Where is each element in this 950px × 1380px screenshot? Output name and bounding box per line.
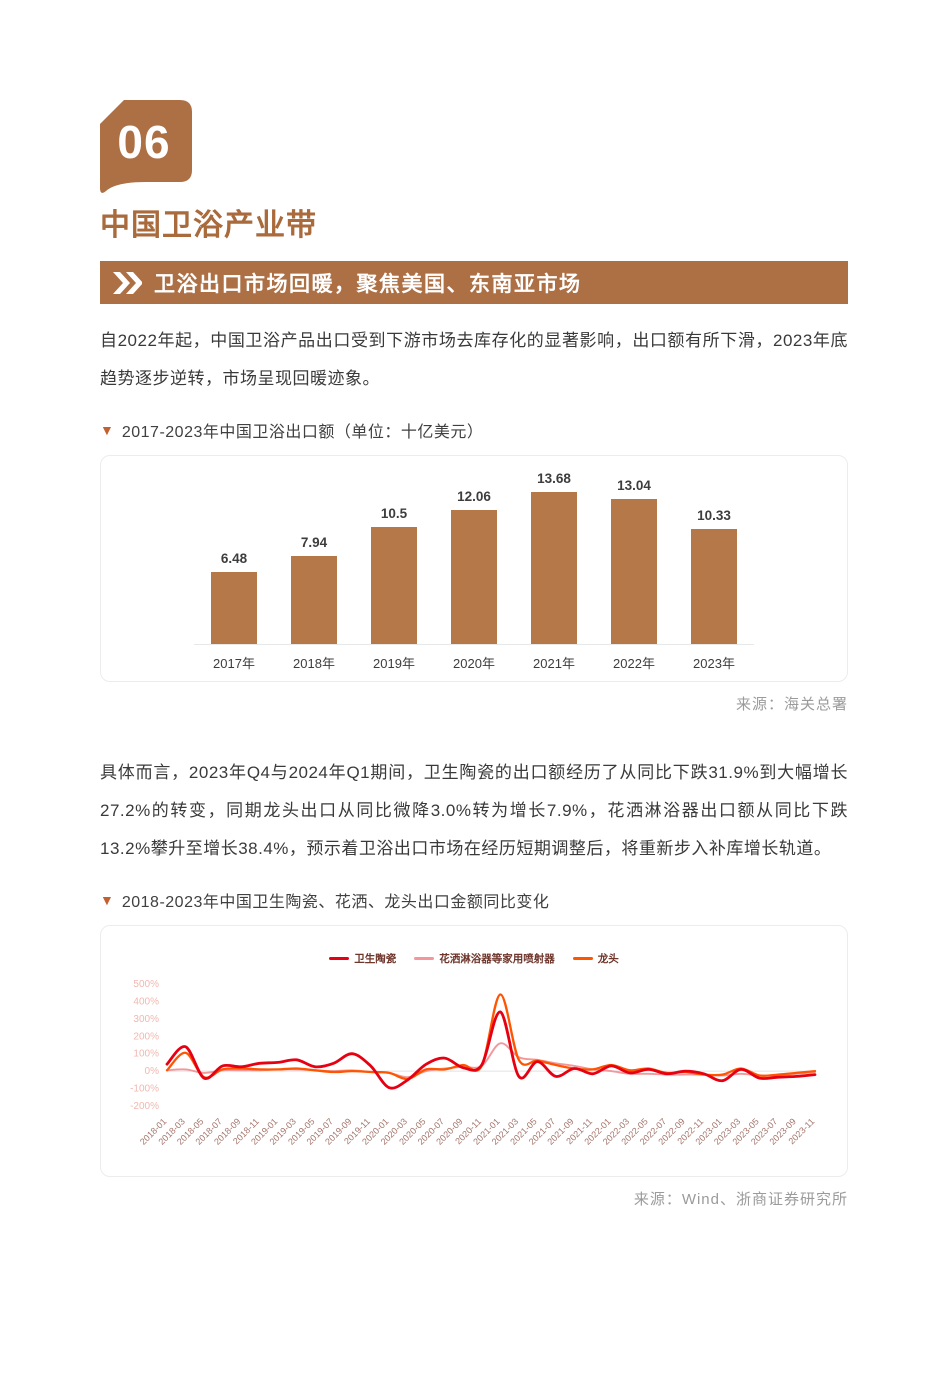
bar: [691, 529, 737, 644]
bar-category-label: 2020年: [453, 656, 495, 671]
legend-label: 龙头: [597, 952, 619, 965]
bar: [371, 527, 417, 644]
bar-value-label: 10.33: [697, 508, 731, 523]
y-tick-label: 0%: [145, 1066, 160, 1077]
bar-column: 6.48: [194, 551, 274, 644]
chart1-source: 来源：海关总署: [735, 696, 848, 713]
line-chart-card: 卫生陶瓷 花洒淋浴器等家用喷射器 龙头 500% 400% 300% 200% 100% 0%…: [100, 925, 848, 1177]
bar-category-label: 2018年: [293, 656, 335, 671]
bar-chart-card: 6.48 7.94 10.5 12.06 13.68 13.04 10.33 2017年 20…: [100, 455, 848, 682]
bar-category-label: 2021年: [533, 656, 575, 671]
bar: [611, 499, 657, 644]
chart2-source: 来源：Wind、浙商证券研究所: [633, 1191, 848, 1208]
bar: [291, 556, 337, 644]
line-chart: 500%400%300%200%100%0%-100%-200%2018-012…: [130, 979, 817, 1147]
y-tick-label: 300%: [133, 1014, 159, 1025]
bar-value-label: 13.04: [617, 478, 651, 493]
caption-triangle-icon: ▼: [100, 892, 114, 908]
legend-swatch: [572, 956, 593, 960]
bar-chart-plot: 6.48 7.94 10.5 12.06 13.68 13.04 10.33 2017年 20…: [194, 470, 754, 672]
bar: [211, 572, 257, 644]
section-number: 06: [117, 116, 171, 168]
chart2-caption: ▼ 2018-2023年中国卫生陶瓷、花洒、龙头出口金额同比变化: [100, 888, 848, 912]
bar-column: 13.68: [514, 471, 594, 644]
badge-shape-icon: [100, 100, 192, 193]
line-chart-legend: 卫生陶瓷 花洒淋浴器等家用喷射器 龙头: [101, 950, 847, 966]
paragraph-2: 具体而言，2023年Q4与2024年Q1期间，卫生陶瓷的出口额经历了从同比下跌3…: [100, 763, 848, 858]
bar-column: 10.5: [354, 506, 434, 644]
bar-chart-baseline: [194, 644, 754, 645]
y-tick-label: 200%: [133, 1031, 159, 1042]
y-tick-label: -100%: [130, 1084, 159, 1095]
legend-swatch: [414, 956, 435, 960]
paragraph-1: 自2022年起，中国卫浴产品出口受到下游市场去库存化的显著影响，出口额有所下滑，…: [100, 331, 848, 388]
legend-item: 龙头: [572, 951, 619, 966]
series-line-0: [165, 1010, 817, 1090]
bar-value-label: 12.06: [457, 489, 491, 504]
legend-label: 花洒淋浴器等家用喷射器: [439, 952, 555, 965]
y-tick-label: 400%: [133, 996, 159, 1007]
legend-item: 花洒淋浴器等家用喷射器: [414, 951, 555, 966]
bar-chart-categories: 2017年 2018年 2019年 2020年 2021年 2022年 2023年: [194, 653, 754, 672]
y-tick-label: -200%: [130, 1101, 159, 1112]
chart2-caption-text: 2018-2023年中国卫生陶瓷、花洒、龙头出口金额同比变化: [121, 894, 550, 911]
bar-column: 7.94: [274, 535, 354, 644]
bar-category-label: 2019年: [373, 656, 415, 671]
series-line-1: [166, 1042, 816, 1079]
chart1-caption: ▼ 2017-2023年中国卫浴出口额（单位：十亿美元）: [100, 418, 848, 442]
legend-swatch: [329, 956, 350, 960]
caption-triangle-icon: ▼: [100, 422, 114, 438]
banner-title: 卫浴出口市场回暖，聚焦美国、东南亚市场: [154, 272, 582, 296]
bar-value-label: 13.68: [537, 471, 571, 486]
bar: [451, 510, 497, 644]
bar-column: 13.04: [594, 478, 674, 644]
y-tick-label: 500%: [133, 979, 159, 990]
bar: [531, 492, 577, 644]
bar-column: 10.33: [674, 508, 754, 644]
bar-category-label: 2017年: [213, 656, 255, 671]
bar-value-label: 6.48: [220, 551, 248, 566]
section-banner: 卫浴出口市场回暖，聚焦美国、东南亚市场: [100, 261, 848, 304]
bar-chart-bars: 6.48 7.94 10.5 12.06 13.68 13.04 10.33: [194, 470, 754, 644]
bar-category-label: 2023年: [693, 656, 735, 671]
chart1-caption-text: 2017-2023年中国卫浴出口额（单位：十亿美元）: [121, 424, 484, 441]
double-chevron-icon: [112, 271, 142, 295]
section-badge: 06: [100, 100, 192, 194]
bar-column: 12.06: [434, 489, 514, 644]
legend-label: 卫生陶瓷: [354, 952, 397, 965]
report-page: 06 中国卫浴产业带 卫浴出口市场回暖，聚焦美国、东南亚市场 自2022年起，中…: [100, 100, 848, 1209]
bar-value-label: 10.5: [380, 506, 408, 521]
legend-item: 卫生陶瓷: [329, 951, 396, 966]
bar-category-label: 2022年: [613, 656, 655, 671]
bar-value-label: 7.94: [300, 535, 328, 550]
y-tick-label: 100%: [133, 1049, 159, 1060]
page-title: 中国卫浴产业带: [100, 209, 317, 242]
